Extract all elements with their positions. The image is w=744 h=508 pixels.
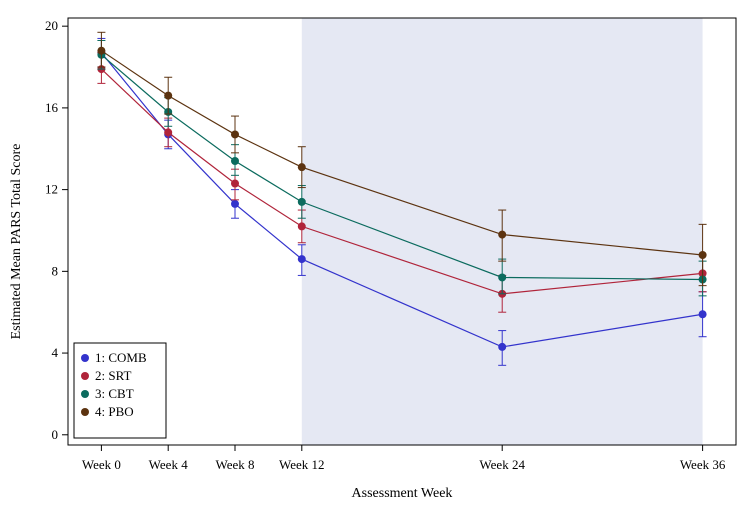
x-axis: Week 0 Week 4 Week 8 Week 12 Week 24 Week 36 xyxy=(82,445,726,472)
y-tick-label: 0 xyxy=(52,427,59,442)
legend: 1: COMB 2: SRT 3: CBT 4: PBO xyxy=(73,342,167,439)
data-point xyxy=(698,250,707,259)
legend-marker xyxy=(81,354,89,362)
legend-label: 4: PBO xyxy=(95,404,134,419)
legend-marker xyxy=(81,372,89,380)
y-tick-label: 20 xyxy=(45,18,58,33)
y-tick-label: 12 xyxy=(45,182,58,197)
series-layer xyxy=(97,31,707,366)
y-tick-label: 4 xyxy=(52,345,59,360)
legend-marker xyxy=(81,390,89,398)
data-point xyxy=(498,230,507,239)
x-axis-title: Assessment Week xyxy=(352,486,453,501)
legend-label: 2: SRT xyxy=(95,368,131,383)
data-point xyxy=(498,273,507,282)
data-point xyxy=(164,91,173,100)
data-point xyxy=(698,310,707,319)
data-point xyxy=(231,157,239,166)
y-tick-label: 8 xyxy=(52,263,59,278)
data-point xyxy=(231,130,239,139)
x-tick-label: Week 0 xyxy=(82,457,121,472)
x-tick-label: Week 8 xyxy=(215,457,254,472)
data-point xyxy=(297,255,306,264)
data-point xyxy=(498,342,507,351)
x-tick-label: Week 36 xyxy=(680,457,726,472)
series-line xyxy=(100,52,703,348)
y-tick-label: 16 xyxy=(45,100,59,115)
data-point xyxy=(164,128,173,137)
y-axis-title: Estimated Mean PARS Total Score xyxy=(9,144,24,340)
legend-box xyxy=(73,342,167,439)
legend-label: 1: COMB xyxy=(95,350,147,365)
plot-frame xyxy=(67,17,737,446)
data-point xyxy=(231,199,239,208)
series-line xyxy=(101,50,703,256)
data-point xyxy=(297,163,306,172)
data-point xyxy=(231,179,239,188)
y-axis: 0 4 8 12 16 20 xyxy=(45,18,68,442)
series-4-pbo xyxy=(97,31,707,287)
data-point xyxy=(297,222,306,231)
x-tick-label: Week 12 xyxy=(279,457,325,472)
legend-marker xyxy=(81,408,89,416)
series-line xyxy=(100,68,703,295)
x-tick-label: Week 4 xyxy=(149,457,189,472)
series-line xyxy=(101,54,703,281)
x-tick-label: Week 24 xyxy=(479,457,525,472)
legend-label: 3: CBT xyxy=(95,386,134,401)
data-point xyxy=(297,197,306,206)
data-point xyxy=(97,46,106,55)
